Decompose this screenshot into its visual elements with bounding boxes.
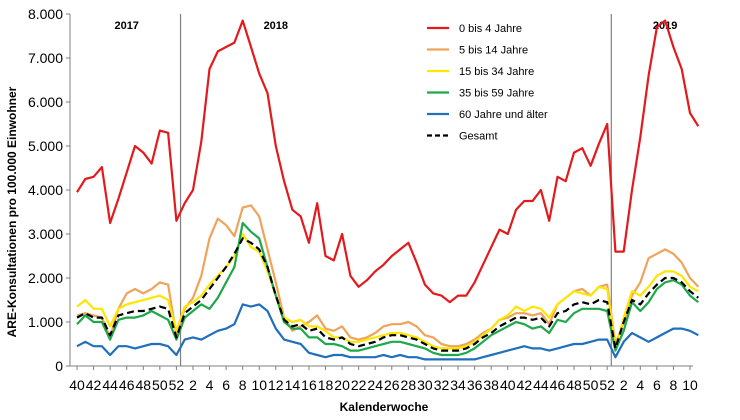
x-tick-label: 32 (434, 377, 450, 393)
x-tick-label: 50 (152, 377, 168, 393)
x-tick-label: 44 (102, 377, 118, 393)
x-tick-label: 42 (517, 377, 533, 393)
x-tick-label: 42 (86, 377, 102, 393)
y-tick-label: 3.000 (28, 226, 63, 242)
legend-label: 35 bis 59 Jahre (459, 88, 534, 100)
x-tick-label: 30 (417, 377, 433, 393)
x-tick-label: 52 (599, 377, 615, 393)
series-line (76, 303, 699, 361)
series-line (76, 19, 700, 304)
x-tick-label: 52 (169, 377, 185, 393)
x-tick-label: 12 (268, 377, 284, 393)
x-tick-label: 10 (251, 377, 267, 393)
x-tick-label: 38 (483, 377, 499, 393)
x-axis-title: Kalenderwoche (340, 400, 429, 414)
x-tick-label: 36 (467, 377, 483, 393)
legend-label: Gesamt (459, 131, 498, 143)
y-tick-label: 2.000 (28, 270, 63, 286)
x-tick-label: 28 (401, 377, 417, 393)
x-tick-label: 2 (189, 377, 197, 393)
x-tick-label: 18 (318, 377, 334, 393)
x-tick-label: 40 (500, 377, 516, 393)
series-line (76, 237, 699, 352)
x-tick-label: 24 (367, 377, 383, 393)
x-tick-label: 4 (206, 377, 214, 393)
x-tick-label: 10 (682, 377, 698, 393)
x-tick-label: 34 (450, 377, 466, 393)
x-tick-label: 46 (550, 377, 566, 393)
y-axis: 0 1.000 2.000 3.000 4.000 5.000 6.000 7.000 8.00… (28, 6, 71, 374)
legend-label: 60 Jahre und älter (459, 109, 548, 121)
year-label: 2019 (653, 20, 677, 32)
legend-label: 5 bis 14 Jahre (459, 45, 528, 57)
x-axis: 40 42 44 46 48 50 52 2 4 6 8 10 12 14 16 18 20 22 24 26 28 30… (69, 365, 698, 393)
series-line (76, 232, 699, 350)
x-tick-label: 4 (636, 377, 644, 393)
x-tick-label: 44 (533, 377, 549, 393)
x-tick-label: 26 (384, 377, 400, 393)
legend-label: 15 bis 34 Jahre (459, 66, 534, 78)
x-tick-label: 46 (119, 377, 135, 393)
y-tick-label: 7.000 (28, 50, 63, 66)
year-label: 2017 (114, 20, 138, 32)
x-tick-label: 2 (620, 377, 628, 393)
series-layer (76, 19, 700, 361)
y-tick-label: 8.000 (28, 6, 63, 22)
year-label: 2018 (264, 20, 288, 32)
legend-label: 0 bis 4 Jahre (459, 23, 522, 35)
x-tick-label: 20 (334, 377, 350, 393)
x-tick-label: 8 (670, 377, 678, 393)
x-tick-label: 8 (239, 377, 247, 393)
y-tick-label: 6.000 (28, 94, 63, 110)
x-tick-label: 6 (653, 377, 661, 393)
x-tick-label: 40 (69, 377, 85, 393)
x-tick-label: 48 (135, 377, 151, 393)
year-dividers: 2017 2018 2019 (114, 14, 677, 366)
x-tick-label: 50 (583, 377, 599, 393)
y-axis-title: ARE-Konsultationen pro 100.000 Einwohner (5, 86, 19, 337)
x-tick-label: 6 (222, 377, 230, 393)
y-tick-label: 1.000 (28, 314, 63, 330)
x-tick-label: 48 (566, 377, 582, 393)
x-tick-label: 22 (351, 377, 367, 393)
y-tick-label: 4.000 (28, 182, 63, 198)
x-tick-label: 14 (285, 377, 301, 393)
y-tick-label: 5.000 (28, 138, 63, 154)
y-tick-label: 0 (55, 358, 63, 374)
legend: 0 bis 4 Jahre 5 bis 14 Jahre 15 bis 34 Jah… (427, 23, 548, 143)
x-tick-label: 16 (301, 377, 317, 393)
